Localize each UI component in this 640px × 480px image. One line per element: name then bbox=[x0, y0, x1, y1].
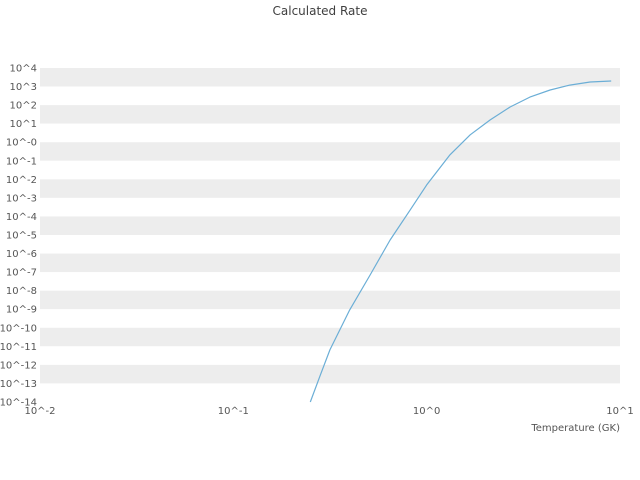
y-tick-label: 10^-5 bbox=[6, 231, 37, 242]
grid-band bbox=[40, 197, 620, 217]
grid-band bbox=[40, 216, 620, 235]
y-tick-label: 10^4 bbox=[10, 64, 37, 75]
y-tick-label: 10^-8 bbox=[6, 286, 37, 297]
grid-band bbox=[40, 290, 620, 310]
y-tick-label: 10^-7 bbox=[6, 268, 37, 279]
grid-band bbox=[40, 142, 620, 161]
y-tick-label: 10^-3 bbox=[6, 193, 37, 204]
grid-band bbox=[40, 272, 620, 291]
grid-band bbox=[40, 105, 620, 124]
y-tick-label: 10^-4 bbox=[6, 212, 37, 223]
y-tick-label: 10^-11 bbox=[0, 342, 37, 353]
grid-band bbox=[40, 68, 620, 87]
y-tick-label: 10^-14 bbox=[0, 398, 37, 409]
grid-band bbox=[40, 123, 620, 143]
x-tick-label: 10^-2 bbox=[24, 406, 55, 417]
y-tick-label: 10^3 bbox=[10, 82, 37, 93]
y-tick-label: 10^-9 bbox=[6, 305, 37, 316]
grid-band bbox=[40, 364, 620, 384]
y-tick-label: 10^-12 bbox=[0, 360, 37, 371]
y-tick-label: 10^2 bbox=[10, 101, 37, 112]
x-axis-label: Temperature (GK) bbox=[531, 423, 620, 434]
grid-band bbox=[40, 309, 620, 328]
y-tick-label: 10^1 bbox=[10, 119, 37, 130]
y-tick-label: 10^-1 bbox=[6, 156, 37, 167]
y-tick-label: 10^-6 bbox=[6, 249, 37, 260]
grid-band bbox=[40, 235, 620, 254]
grid-band bbox=[40, 179, 620, 198]
y-tick-label: 10^-10 bbox=[0, 323, 37, 334]
grid-band bbox=[40, 86, 620, 106]
grid-band bbox=[40, 253, 620, 273]
y-tick-label: 10^-0 bbox=[6, 138, 37, 149]
grid-band bbox=[40, 160, 620, 180]
x-tick-label: 10^0 bbox=[413, 406, 440, 417]
y-tick-label: 10^-2 bbox=[6, 175, 37, 186]
y-tick-label: 10^-13 bbox=[0, 379, 37, 390]
grid-band bbox=[40, 327, 620, 347]
rate-curve bbox=[309, 80, 612, 403]
grid-band bbox=[40, 346, 620, 365]
chart-title: Calculated Rate bbox=[272, 4, 368, 18]
x-tick-label: 10^-1 bbox=[218, 406, 249, 417]
x-tick-label: 10^1 bbox=[606, 406, 633, 417]
grid-band bbox=[40, 383, 620, 402]
